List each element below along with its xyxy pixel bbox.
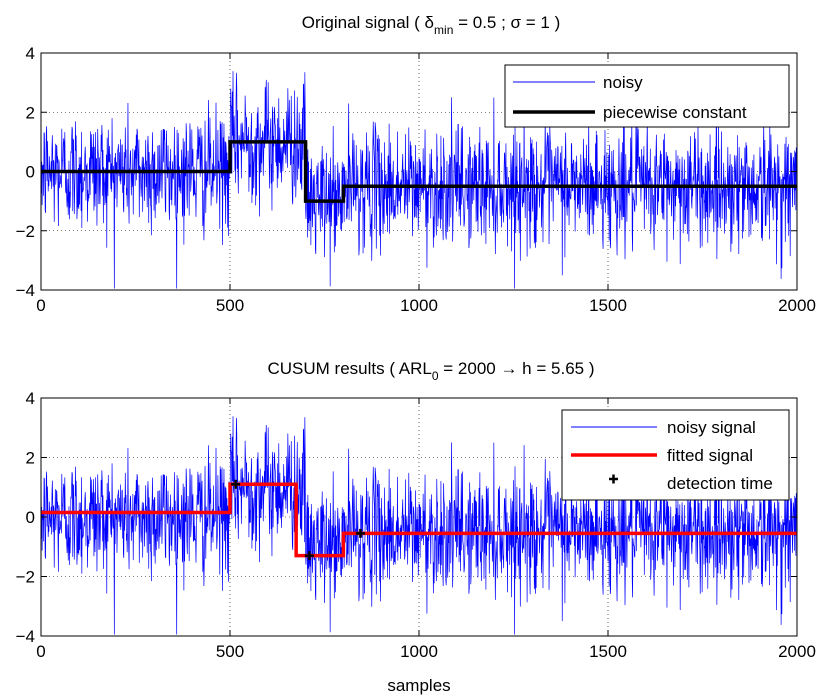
detection-time-marker [355,528,365,538]
series-fitted-signal-line [41,482,797,558]
panel-title: CUSUM results ( ARL0 = 2000 → h = 5.65 ) [267,359,594,383]
y-tick-label: −2 [16,222,35,241]
y-tick-label: 2 [26,103,35,122]
x-tick-label: 2000 [778,642,816,661]
x-tick-label: 1500 [589,642,627,661]
x-tick-label: 500 [216,296,244,315]
y-tick-label: 0 [26,508,35,527]
y-tick-label: −2 [16,568,35,587]
detection-time-marker [304,551,314,561]
x-tick-label: 0 [36,642,45,661]
legend-label-fitted-signal: fitted signal [667,446,753,465]
ticks: 0 500 1000 1500 2000 4 2 0 −2 −4 [16,44,816,315]
y-tick-label: −4 [16,627,35,646]
x-tick-label: 0 [36,296,45,315]
legend-label-noisy: noisy [603,73,643,92]
series-piecewise-constant-line [41,140,797,203]
x-tick-label: 1500 [589,296,627,315]
y-tick-label: 4 [26,389,35,408]
series-noisy-line [40,71,798,289]
legend-label-noisy-signal: noisy signal [667,418,756,437]
legend-label-detection-time: detection time [667,474,773,493]
detection-time-marker [231,479,241,489]
y-tick-label: 0 [26,163,35,182]
original-signal-panel: Original signal ( δmin = 0.5 ; σ = 1 ) 0… [16,13,816,315]
cusum-results-panel: CUSUM results ( ARL0 = 2000 → h = 5.65 )… [16,359,816,695]
x-tick-label: 1000 [400,642,438,661]
x-tick-label: 500 [216,642,244,661]
x-tick-label: 1000 [400,296,438,315]
legend-swatch-detection-time [609,474,618,484]
series-layer [40,416,798,635]
series-layer [40,71,798,289]
ticks: 0 500 1000 1500 2000 4 2 0 −2 −4 [16,389,816,661]
x-axis-label: samples [387,676,450,695]
y-tick-label: 4 [26,44,35,63]
x-tick-label: 2000 [778,296,816,315]
legend-box [504,64,790,128]
y-tick-label: −4 [16,281,35,300]
panel-title: Original signal ( δmin = 0.5 ; σ = 1 ) [302,13,561,37]
y-tick-label: 2 [26,449,35,468]
legend: noisy piecewise constant [504,64,790,128]
legend: noisy signal fitted signal detection tim… [561,409,790,501]
legend-label-piecewise: piecewise constant [603,103,747,122]
